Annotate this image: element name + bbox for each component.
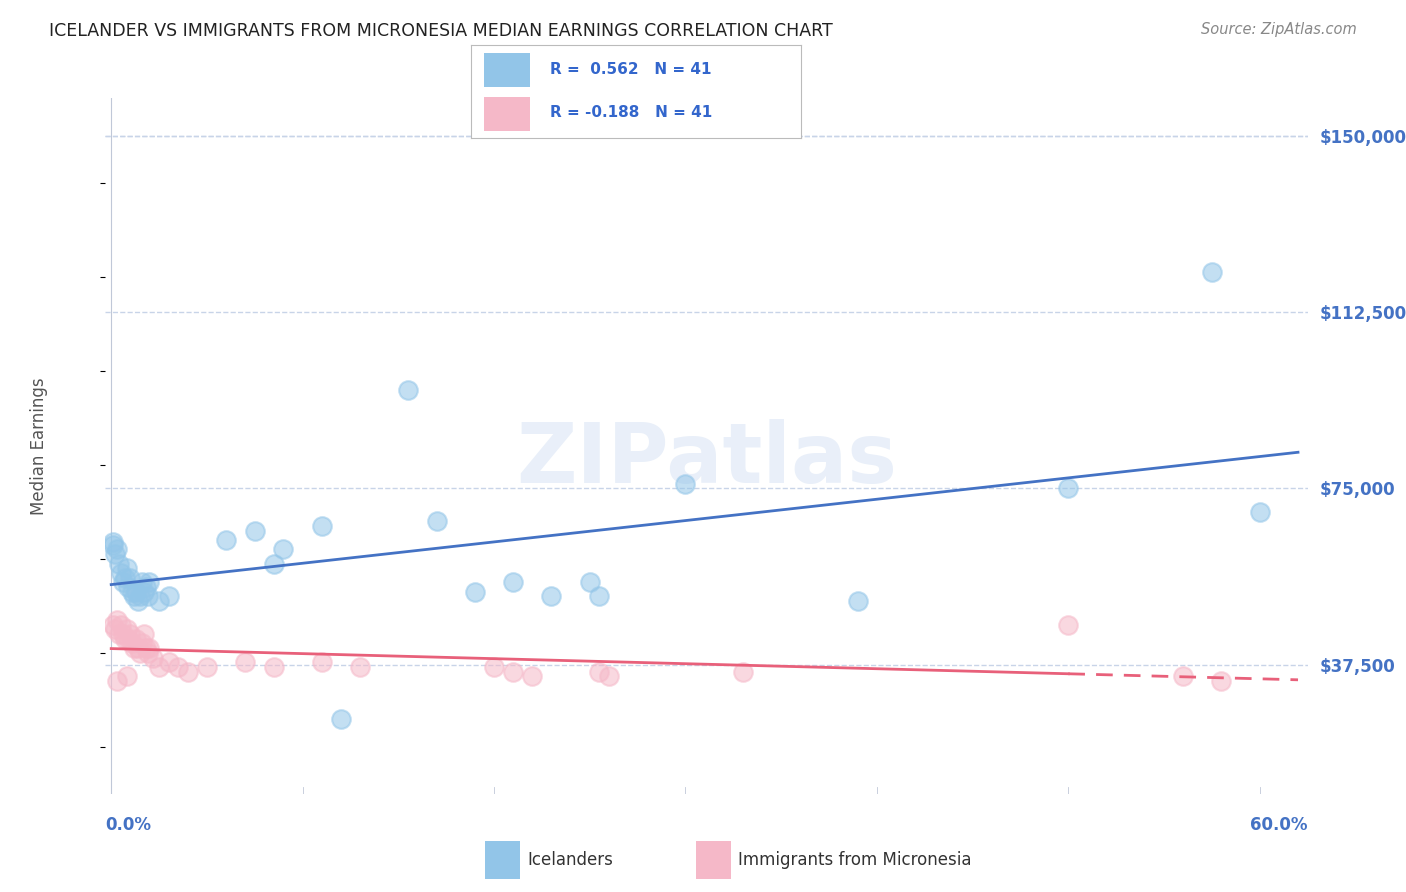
Point: [136, 646, 159, 660]
Point: [111, 575, 134, 590]
Point: [263, 660, 285, 674]
Point: [273, 542, 295, 557]
Point: [114, 632, 136, 646]
Point: [1211, 674, 1233, 689]
Point: [426, 514, 449, 528]
Point: [125, 584, 148, 599]
FancyBboxPatch shape: [484, 53, 530, 87]
Point: [329, 712, 352, 726]
Point: [127, 641, 149, 656]
Point: [263, 557, 285, 571]
Point: [522, 669, 544, 683]
Point: [104, 623, 127, 637]
Point: [167, 660, 190, 674]
Point: [114, 571, 136, 585]
Point: [502, 575, 524, 590]
Point: [157, 590, 180, 604]
Point: [122, 590, 145, 604]
Point: [136, 590, 159, 604]
Text: ICELANDER VS IMMIGRANTS FROM MICRONESIA MEDIAN EARNINGS CORRELATION CHART: ICELANDER VS IMMIGRANTS FROM MICRONESIA …: [49, 22, 832, 40]
Point: [157, 655, 180, 669]
Point: [142, 650, 165, 665]
Point: [132, 584, 155, 599]
Point: [108, 557, 131, 571]
Point: [101, 535, 124, 549]
Point: [1173, 669, 1195, 683]
Point: [127, 594, 149, 608]
Point: [311, 519, 333, 533]
Text: Source: ZipAtlas.com: Source: ZipAtlas.com: [1201, 22, 1357, 37]
Point: [540, 590, 562, 604]
Point: [1249, 505, 1271, 519]
Point: [120, 627, 142, 641]
Text: R =  0.562   N = 41: R = 0.562 N = 41: [550, 62, 711, 78]
Text: Median Earnings: Median Earnings: [31, 377, 48, 515]
Point: [125, 632, 148, 646]
Text: R = -0.188   N = 41: R = -0.188 N = 41: [550, 105, 713, 120]
Point: [148, 594, 170, 608]
Point: [1201, 265, 1223, 279]
Point: [132, 627, 155, 641]
Point: [122, 641, 145, 656]
Point: [311, 655, 333, 669]
Point: [117, 580, 139, 594]
Text: 0.0%: 0.0%: [105, 816, 152, 834]
Point: [135, 580, 157, 594]
Point: [105, 613, 128, 627]
Point: [121, 636, 143, 650]
Text: 60.0%: 60.0%: [1250, 816, 1308, 834]
Point: [115, 561, 138, 575]
Point: [846, 594, 869, 608]
Point: [349, 660, 371, 674]
Point: [177, 665, 200, 679]
Point: [135, 641, 157, 656]
Point: [110, 617, 132, 632]
Text: Icelanders: Icelanders: [527, 851, 613, 869]
Text: Immigrants from Micronesia: Immigrants from Micronesia: [738, 851, 972, 869]
Point: [588, 590, 610, 604]
Text: ZIPatlas: ZIPatlas: [516, 419, 897, 500]
Point: [1057, 481, 1080, 495]
Point: [120, 571, 142, 585]
Point: [195, 660, 218, 674]
Point: [464, 584, 486, 599]
Point: [138, 641, 160, 656]
Point: [129, 646, 152, 660]
Point: [131, 575, 153, 590]
Point: [148, 660, 170, 674]
Point: [1057, 617, 1080, 632]
Point: [598, 669, 620, 683]
Point: [215, 533, 238, 547]
Point: [117, 632, 139, 646]
Point: [243, 524, 266, 538]
Point: [588, 665, 610, 679]
Point: [138, 575, 160, 590]
Point: [110, 566, 132, 580]
FancyBboxPatch shape: [484, 97, 530, 131]
Point: [105, 674, 128, 689]
Point: [115, 623, 138, 637]
Point: [731, 665, 754, 679]
Point: [131, 636, 153, 650]
Point: [101, 617, 124, 632]
Point: [105, 542, 128, 557]
Point: [115, 669, 138, 683]
Point: [578, 575, 600, 590]
Point: [129, 590, 152, 604]
Point: [233, 655, 256, 669]
Point: [502, 665, 524, 679]
Point: [675, 476, 697, 491]
Point: [101, 538, 124, 552]
Point: [108, 627, 131, 641]
Point: [111, 627, 134, 641]
Point: [104, 547, 127, 561]
Point: [482, 660, 505, 674]
Point: [121, 584, 143, 599]
Point: [396, 383, 419, 397]
